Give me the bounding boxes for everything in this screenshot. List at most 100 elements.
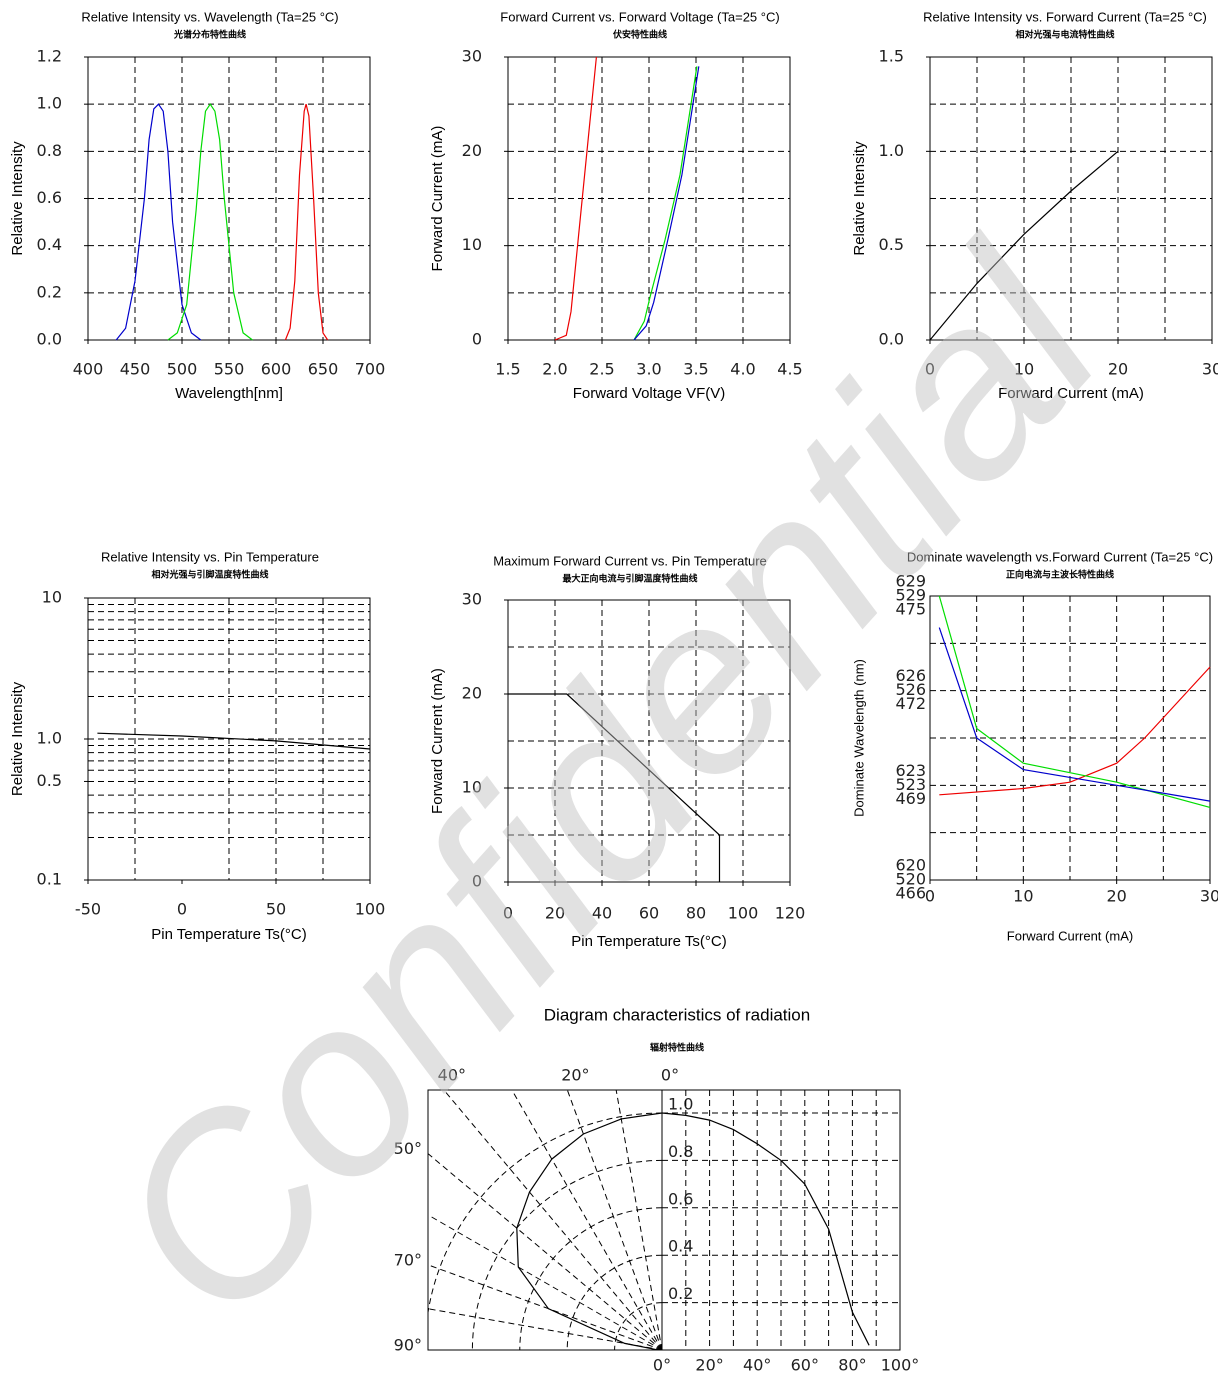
angle-label: 20° <box>561 1066 589 1085</box>
x-tick-label: 500 <box>167 360 198 379</box>
x-axis-label: Forward Current (mA) <box>1007 928 1133 943</box>
x-tick-label: 450 <box>120 360 151 379</box>
y-tick-label: 469 <box>895 789 926 808</box>
y-tick-label: 10 <box>42 588 62 607</box>
x-axis-label: Forward Current (mA) <box>998 385 1144 402</box>
x-tick-label: 2.0 <box>542 360 567 379</box>
angle-label: 40° <box>438 1066 466 1085</box>
y-tick-label: 523 <box>895 775 926 794</box>
x-tick-label: 0 <box>925 360 935 379</box>
y-tick-label: 629 <box>895 572 926 591</box>
y-tick-label: 529 <box>895 586 926 605</box>
y-tick-label: 1.2 <box>37 47 62 66</box>
x-tick-label: 40 <box>592 904 612 923</box>
chart-title: Dominate wavelength vs.Forward Current (… <box>907 549 1213 564</box>
chart-title: Relative Intensity vs. Wavelength (Ta=25… <box>81 9 338 24</box>
polar-curve <box>516 1112 663 1351</box>
angle-label: 50° <box>394 1139 422 1158</box>
x-tick-label: 0 <box>503 904 513 923</box>
x-tick-label: 4.5 <box>777 360 802 379</box>
grid-line <box>428 1264 663 1350</box>
chart-subtitle: 最大正向电流与引脚温度特性曲线 <box>562 572 697 583</box>
series-line <box>633 66 698 341</box>
r-tick-label: 0.6 <box>668 1189 693 1208</box>
series-line <box>115 103 202 341</box>
series-line <box>633 66 700 341</box>
chart-subtitle: 相对光强与引脚温度特性曲线 <box>151 568 268 579</box>
angle-label: 90° <box>394 1336 422 1355</box>
grid-arc <box>519 1207 663 1350</box>
x-axis-label: Forward Voltage VF(V) <box>573 385 726 402</box>
y-tick-label: 10 <box>462 778 482 797</box>
x-tick-label: 550 <box>214 360 245 379</box>
series-line <box>929 150 1119 341</box>
y-tick-label: 0 <box>472 872 482 891</box>
y-axis-label: Relative Intensity <box>851 141 868 256</box>
grid-arc <box>566 1254 663 1350</box>
chart-subtitle: 辐射特性曲线 <box>650 1041 704 1052</box>
y-tick-label: 1.0 <box>37 729 62 748</box>
plot-frame <box>929 595 1211 881</box>
chart-title: Maximum Forward Current vs. Pin Temperat… <box>493 553 767 568</box>
x-tick-label: 100° <box>881 1356 920 1375</box>
series-line <box>167 103 253 341</box>
angle-label: 70° <box>394 1250 422 1269</box>
y-tick-label: 472 <box>895 694 926 713</box>
chart-subtitle: 光谱分布特性曲线 <box>173 28 246 39</box>
x-tick-label: 400 <box>73 360 104 379</box>
x-tick-label: 60 <box>639 904 659 923</box>
grid-line <box>428 1153 663 1350</box>
x-axis-label: Wavelength[nm] <box>175 385 283 402</box>
chart-subtitle: 伏安特性曲线 <box>613 28 667 39</box>
grid-line <box>615 1090 663 1350</box>
x-tick-label: 80° <box>838 1356 866 1375</box>
y-axis-label: Relative Intensity <box>9 141 26 256</box>
x-axis-label: Pin Temperature Ts(°C) <box>571 933 727 950</box>
x-tick-label: 4.0 <box>730 360 755 379</box>
x-tick-label: 20° <box>695 1356 723 1375</box>
grid-arc <box>428 1112 663 1317</box>
y-tick-label: 1.0 <box>37 94 62 113</box>
x-tick-label: 20 <box>545 904 565 923</box>
polar-grid <box>428 1090 663 1350</box>
x-tick-label: 20 <box>1106 887 1126 906</box>
y-tick-label: 0.0 <box>879 330 904 349</box>
x-tick-label: 600 <box>261 360 292 379</box>
y-tick-label: 0.0 <box>37 330 62 349</box>
grid-line <box>443 1090 663 1350</box>
series-line <box>97 732 371 750</box>
y-tick-label: 0.1 <box>37 870 62 889</box>
x-tick-label: 30 <box>1200 887 1218 906</box>
y-tick-label: 623 <box>895 761 926 780</box>
x-tick-label: 3.5 <box>683 360 708 379</box>
y-tick-label: 20 <box>462 141 482 160</box>
x-tick-label: 60° <box>791 1356 819 1375</box>
x-tick-label: 120 <box>775 904 806 923</box>
y-tick-label: 10 <box>462 235 482 254</box>
r-tick-label: 0.8 <box>668 1142 693 1161</box>
y-axis-label: Forward Current (mA) <box>429 126 446 272</box>
plot-frame <box>929 56 1213 341</box>
chart-title: Diagram characteristics of radiation <box>544 1005 810 1024</box>
series-line <box>508 693 721 882</box>
x-tick-label: 0° <box>653 1356 671 1375</box>
x-tick-label: 100 <box>728 904 759 923</box>
chart-subtitle: 相对光强与电流特性曲线 <box>1015 28 1114 39</box>
y-tick-label: 520 <box>895 870 926 889</box>
plot-frame <box>427 1089 901 1351</box>
series-line <box>938 595 1211 808</box>
chart-title: Relative Intensity vs. Pin Temperature <box>101 549 319 564</box>
grid-arc <box>614 1302 663 1350</box>
y-tick-label: 0.6 <box>37 188 62 207</box>
x-tick-label: 700 <box>355 360 386 379</box>
x-tick-label: 40° <box>743 1356 771 1375</box>
angle-label: 0° <box>661 1066 679 1085</box>
x-tick-label: 0 <box>925 887 935 906</box>
y-tick-label: 0.2 <box>37 282 62 301</box>
x-tick-label: -50 <box>75 900 101 919</box>
chart-subtitle: 正向电流与主波长特性曲线 <box>1006 568 1114 579</box>
series-line <box>938 627 1211 802</box>
x-tick-label: 100 <box>355 900 386 919</box>
y-tick-label: 466 <box>895 884 926 903</box>
